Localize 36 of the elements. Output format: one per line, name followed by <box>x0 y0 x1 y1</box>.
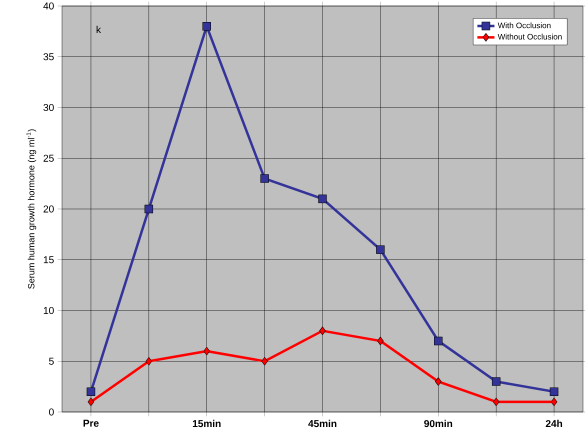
legend-label: With Occlusion <box>498 22 551 28</box>
y-tick-label: 0 <box>49 408 54 416</box>
point <box>434 336 443 346</box>
y-tick-label: 35 <box>43 53 54 60</box>
x-tick-label: Pre <box>84 420 99 427</box>
point <box>492 398 500 406</box>
point <box>376 245 385 254</box>
point <box>260 174 269 183</box>
annotation: k <box>96 26 101 34</box>
point <box>146 357 152 366</box>
point <box>144 204 154 214</box>
y-tick-label: 20 <box>44 205 54 213</box>
y-tick-label: 40 <box>43 2 54 10</box>
x-tick-label: 15min <box>192 420 221 428</box>
point <box>377 336 384 346</box>
x-tick-label: 24h <box>546 420 562 428</box>
y-tick-label: 30 <box>43 104 54 112</box>
y-tick-label: 15 <box>44 256 54 264</box>
point <box>550 398 558 406</box>
y-tick-label: 5 <box>49 358 54 365</box>
y-axis-title: Serum human growth hormone (ng ml$^{-1}$) <box>26 129 36 289</box>
x-tick-label: 90min <box>424 420 452 428</box>
point <box>550 387 558 396</box>
legend-label: Without Occlusion <box>498 34 562 40</box>
y-tick-label: 10 <box>44 306 54 314</box>
point <box>203 346 210 356</box>
point <box>492 377 500 386</box>
point <box>319 326 326 336</box>
y-tick-label: 25 <box>44 154 54 162</box>
point <box>202 22 211 31</box>
point <box>318 194 327 204</box>
point <box>88 398 94 406</box>
x-tick-label: 45min <box>308 420 336 428</box>
point <box>435 377 442 386</box>
point <box>86 387 96 396</box>
point <box>261 357 268 366</box>
